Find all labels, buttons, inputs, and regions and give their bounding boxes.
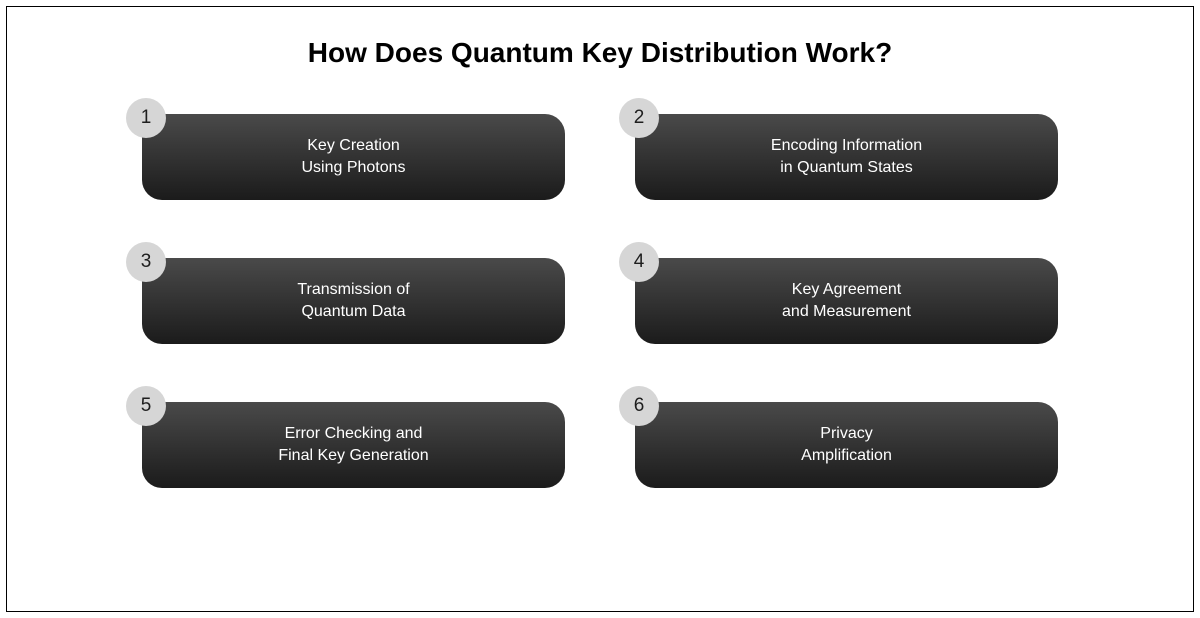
step-card-6: 6 Privacy Amplification [635, 402, 1058, 488]
step-card-5: 5 Error Checking and Final Key Generatio… [142, 402, 565, 488]
step-card-4: 4 Key Agreement and Measurement [635, 258, 1058, 344]
diagram-frame: How Does Quantum Key Distribution Work? … [6, 6, 1194, 612]
step-number-badge: 6 [619, 386, 659, 426]
step-card-2: 2 Encoding Information in Quantum States [635, 114, 1058, 200]
step-number-badge: 4 [619, 242, 659, 282]
step-card-1: 1 Key Creation Using Photons [142, 114, 565, 200]
step-number-badge: 2 [619, 98, 659, 138]
step-label-pill: Error Checking and Final Key Generation [142, 402, 565, 488]
step-number-badge: 3 [126, 242, 166, 282]
step-label-pill: Encoding Information in Quantum States [635, 114, 1058, 200]
step-label-pill: Key Agreement and Measurement [635, 258, 1058, 344]
step-card-3: 3 Transmission of Quantum Data [142, 258, 565, 344]
steps-grid: 1 Key Creation Using Photons 2 Encoding … [7, 114, 1193, 488]
diagram-title: How Does Quantum Key Distribution Work? [7, 37, 1193, 69]
step-label-pill: Privacy Amplification [635, 402, 1058, 488]
step-number-badge: 5 [126, 386, 166, 426]
step-label-pill: Key Creation Using Photons [142, 114, 565, 200]
step-number-badge: 1 [126, 98, 166, 138]
step-label-pill: Transmission of Quantum Data [142, 258, 565, 344]
